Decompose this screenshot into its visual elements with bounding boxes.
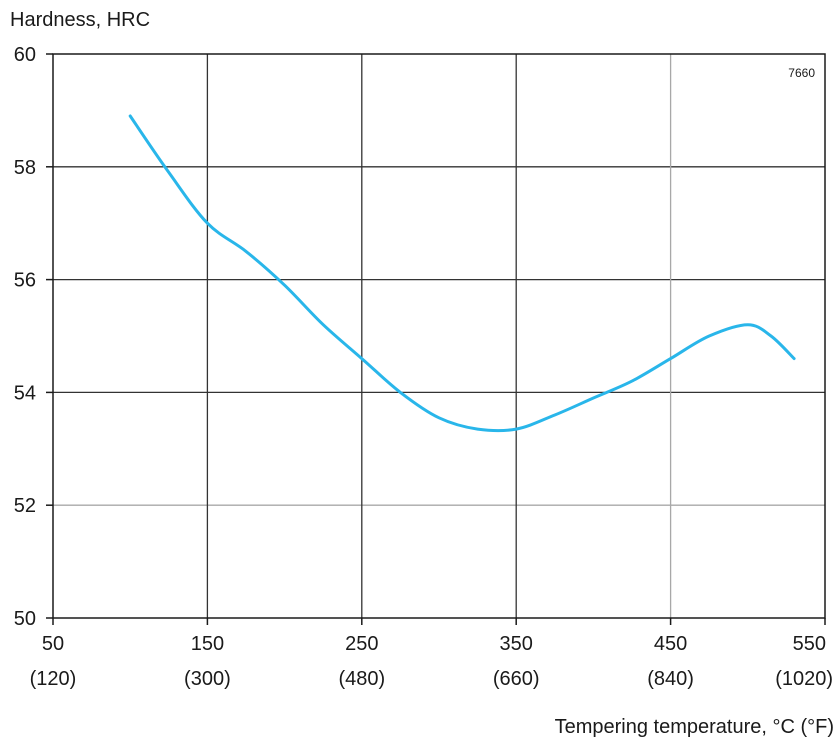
x-tick-label-c-150: 150 [191,633,224,655]
x-tick-label-c-350: 350 [500,633,533,655]
y-tick-labels: 50 52 54 56 58 60 [14,44,36,630]
series-group [128,114,796,433]
y-axis-label: Hardness, HRC [10,9,150,31]
axes [46,53,826,625]
x-tick-label-c-250: 250 [345,633,378,655]
x-tick-label-f-550: (1020) [775,668,833,690]
series-line-0 [128,114,796,433]
y-tick-label-58: 58 [14,157,36,179]
x-tick-label-f-250: (480) [338,668,385,690]
y-tick-label-52: 52 [14,495,36,517]
x-tick-label-f-150: (300) [184,668,231,690]
y-tick-label-50: 50 [14,608,36,630]
plot-frame [52,53,826,619]
x-axis-label: Tempering temperature, °C (°F) [555,716,834,738]
grid-lines [53,54,825,618]
x-tick-label-c-450: 450 [654,633,687,655]
y-tick-label-56: 56 [14,270,36,292]
x-tick-label-f-50: (120) [30,668,77,690]
y-tick-label-54: 54 [14,382,36,404]
x-tick-labels: 50 (120) 150 (300) 250 (480) 350 (660) 450 (840) 5… [30,633,833,690]
chart-code-annotation: 7660 [788,66,815,80]
x-tick-label-c-50: 50 [42,633,64,655]
x-tick-label-f-350: (660) [493,668,540,690]
x-tick-label-f-450: (840) [647,668,694,690]
y-tick-label-60: 60 [14,44,36,66]
x-tick-label-c-550: 550 [793,633,826,655]
